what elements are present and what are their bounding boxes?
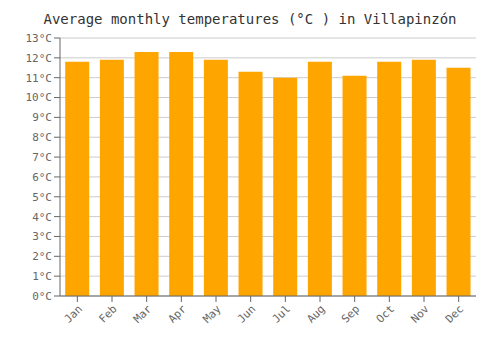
svg-text:Jan: Jan xyxy=(62,302,85,325)
svg-text:7°C: 7°C xyxy=(32,151,52,164)
svg-text:10°C: 10°C xyxy=(26,91,53,104)
svg-text:Mar: Mar xyxy=(131,302,155,326)
svg-text:12°C: 12°C xyxy=(26,52,53,65)
svg-text:11°C: 11°C xyxy=(26,72,53,85)
svg-text:1°C: 1°C xyxy=(32,270,52,283)
svg-text:Dec: Dec xyxy=(443,302,466,325)
html-text:Average monthly temperatures (: Average monthly temperatures (°C ) in Vi… xyxy=(43,11,457,27)
svg-text:Nov: Nov xyxy=(408,302,432,326)
svg-text:Oct: Oct xyxy=(374,302,397,325)
svg-text:Jul: Jul xyxy=(270,302,293,325)
svg-text:Feb: Feb xyxy=(96,302,119,325)
svg-text:3°C: 3°C xyxy=(32,230,52,243)
svg-text:Apr: Apr xyxy=(166,302,190,326)
svg-text:6°C: 6°C xyxy=(32,171,52,184)
svg-text:Jun: Jun xyxy=(235,302,258,325)
svg-text:8°C: 8°C xyxy=(32,131,52,144)
svg-text:2°C: 2°C xyxy=(32,250,52,263)
svg-text:9°C: 9°C xyxy=(32,111,52,124)
svg-text:0°C: 0°C xyxy=(32,290,52,303)
svg-text:Sep: Sep xyxy=(339,302,362,325)
svg-text:May: May xyxy=(200,302,224,326)
svg-text:5°C: 5°C xyxy=(32,191,52,204)
svg-text:4°C: 4°C xyxy=(32,211,52,224)
svg-text:Aug: Aug xyxy=(304,302,327,325)
svg-text:13°C: 13°C xyxy=(26,32,53,45)
